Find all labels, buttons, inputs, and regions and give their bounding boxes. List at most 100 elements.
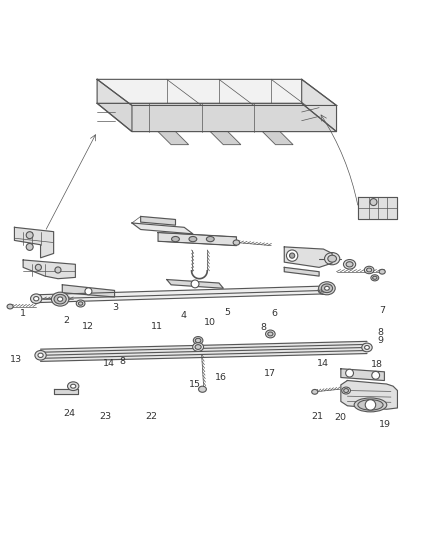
Ellipse shape (358, 400, 383, 410)
Text: 6: 6 (272, 309, 278, 318)
Ellipse shape (342, 387, 350, 394)
Text: 2: 2 (63, 317, 69, 326)
Ellipse shape (195, 338, 201, 343)
Ellipse shape (379, 269, 385, 274)
Ellipse shape (189, 237, 197, 241)
Polygon shape (262, 132, 293, 144)
Ellipse shape (325, 286, 329, 290)
Text: 20: 20 (334, 413, 346, 422)
Ellipse shape (268, 332, 273, 336)
Text: 21: 21 (311, 412, 323, 421)
Text: 23: 23 (99, 412, 111, 421)
Ellipse shape (362, 343, 372, 352)
Polygon shape (141, 216, 176, 225)
Polygon shape (167, 279, 223, 288)
Polygon shape (210, 132, 241, 144)
Ellipse shape (7, 304, 13, 309)
Polygon shape (341, 381, 397, 409)
Polygon shape (341, 369, 385, 381)
Text: 18: 18 (371, 360, 382, 369)
Ellipse shape (325, 253, 340, 265)
Circle shape (290, 253, 295, 258)
Ellipse shape (343, 260, 356, 269)
Text: 17: 17 (265, 369, 276, 377)
Circle shape (26, 244, 33, 251)
Ellipse shape (344, 389, 349, 392)
Ellipse shape (38, 353, 43, 358)
Circle shape (370, 199, 377, 206)
Ellipse shape (35, 351, 46, 360)
Text: 10: 10 (204, 318, 216, 327)
Polygon shape (97, 79, 132, 132)
Text: 15: 15 (189, 381, 201, 390)
Text: 12: 12 (81, 322, 94, 331)
Polygon shape (14, 228, 53, 258)
Text: 14: 14 (103, 359, 115, 368)
Ellipse shape (265, 330, 275, 338)
Ellipse shape (71, 384, 76, 388)
Text: 1: 1 (20, 309, 26, 318)
Polygon shape (284, 247, 332, 268)
Text: 8: 8 (120, 357, 125, 366)
Text: 8: 8 (377, 328, 383, 337)
Polygon shape (358, 197, 397, 219)
Ellipse shape (319, 282, 335, 295)
Ellipse shape (172, 237, 180, 241)
Text: 4: 4 (180, 311, 186, 320)
Ellipse shape (312, 390, 318, 394)
Polygon shape (36, 286, 323, 303)
Text: 3: 3 (113, 303, 119, 312)
Ellipse shape (328, 255, 336, 262)
Ellipse shape (51, 292, 69, 306)
Ellipse shape (233, 240, 240, 245)
Text: 19: 19 (379, 419, 391, 429)
Text: 8: 8 (261, 323, 266, 332)
Text: 5: 5 (224, 308, 230, 317)
Polygon shape (97, 79, 336, 106)
Text: 14: 14 (317, 359, 328, 368)
Polygon shape (53, 389, 78, 393)
Text: 13: 13 (10, 355, 22, 364)
Polygon shape (132, 223, 193, 234)
Ellipse shape (78, 302, 83, 305)
Ellipse shape (373, 276, 377, 279)
Ellipse shape (195, 345, 201, 350)
Circle shape (35, 264, 42, 270)
Ellipse shape (354, 398, 387, 412)
Polygon shape (284, 268, 319, 276)
Ellipse shape (367, 268, 372, 272)
Ellipse shape (346, 262, 353, 267)
Ellipse shape (321, 284, 332, 293)
Text: 7: 7 (379, 305, 385, 314)
Text: 16: 16 (215, 373, 227, 382)
Polygon shape (158, 132, 188, 144)
Ellipse shape (76, 300, 85, 307)
Circle shape (346, 369, 353, 377)
Ellipse shape (67, 382, 79, 391)
Circle shape (372, 372, 380, 379)
Text: 24: 24 (63, 409, 75, 418)
Ellipse shape (198, 386, 206, 392)
Polygon shape (23, 260, 75, 279)
Ellipse shape (364, 345, 369, 350)
Ellipse shape (31, 294, 42, 303)
Polygon shape (41, 341, 367, 361)
Ellipse shape (371, 275, 379, 281)
Text: 22: 22 (145, 412, 158, 421)
Ellipse shape (54, 294, 66, 304)
Ellipse shape (318, 286, 328, 294)
Polygon shape (302, 79, 336, 132)
Circle shape (85, 288, 92, 295)
Ellipse shape (206, 237, 214, 241)
Circle shape (55, 267, 61, 273)
Text: 9: 9 (377, 336, 383, 345)
Polygon shape (62, 285, 115, 297)
Ellipse shape (364, 266, 374, 273)
Text: 11: 11 (151, 322, 163, 331)
Ellipse shape (57, 297, 63, 301)
Polygon shape (158, 232, 237, 246)
Circle shape (365, 400, 376, 410)
Ellipse shape (193, 343, 204, 351)
Polygon shape (97, 103, 336, 132)
Circle shape (26, 232, 33, 239)
